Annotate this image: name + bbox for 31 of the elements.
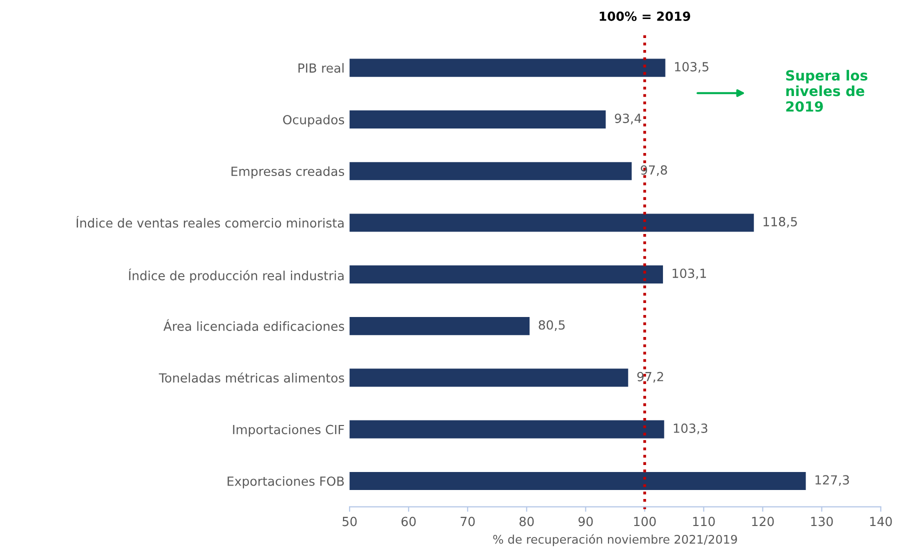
- x-tick-label: 130: [811, 516, 833, 526]
- y-tick-label: Índice de ventas reales comercio minorista: [76, 216, 344, 228]
- y-tick-label: Empresas creadas: [232, 166, 344, 178]
- x-tick-label: 60: [402, 516, 416, 526]
- x-tick-label: 50: [342, 516, 357, 526]
- data-label: 80,5: [538, 320, 565, 331]
- y-tick-label: Ocupados: [283, 114, 344, 127]
- y-tick-label: Área licenciada edificaciones: [163, 319, 344, 331]
- annotation: Supera los niveles de 2019: [786, 70, 868, 112]
- y-tick-label: Importaciones CIF: [233, 424, 344, 437]
- data-label: 127,3: [816, 475, 849, 486]
- data-label: 118,5: [764, 216, 797, 228]
- data-label: 97,2: [637, 372, 664, 383]
- ref-line-label: 100% = 2019: [600, 12, 690, 21]
- data-label: 103,5: [675, 62, 708, 73]
- data-label: 103,1: [672, 268, 706, 280]
- x-tick-label: 90: [578, 516, 593, 526]
- x-tick-label: 110: [693, 516, 715, 526]
- x-axis-title: % de recuperación noviembre 2021/2019: [493, 534, 737, 546]
- y-tick-label: Toneladas métricas alimentos: [158, 372, 344, 383]
- y-tick-label: Índice de producción real industria: [128, 268, 344, 283]
- x-tick-label: 140: [870, 516, 892, 526]
- data-label: 103,3: [674, 424, 708, 434]
- x-tick-label: 100: [634, 516, 656, 526]
- y-tick-label: PIB real: [298, 63, 344, 73]
- data-label: 93,4: [614, 114, 642, 124]
- x-tick-label: 80: [520, 516, 534, 526]
- x-tick-label: 70: [460, 516, 475, 526]
- x-tick-label: 120: [752, 516, 774, 526]
- y-tick-label: Exportaciones FOB: [228, 476, 344, 488]
- data-label: 97,8: [640, 165, 668, 176]
